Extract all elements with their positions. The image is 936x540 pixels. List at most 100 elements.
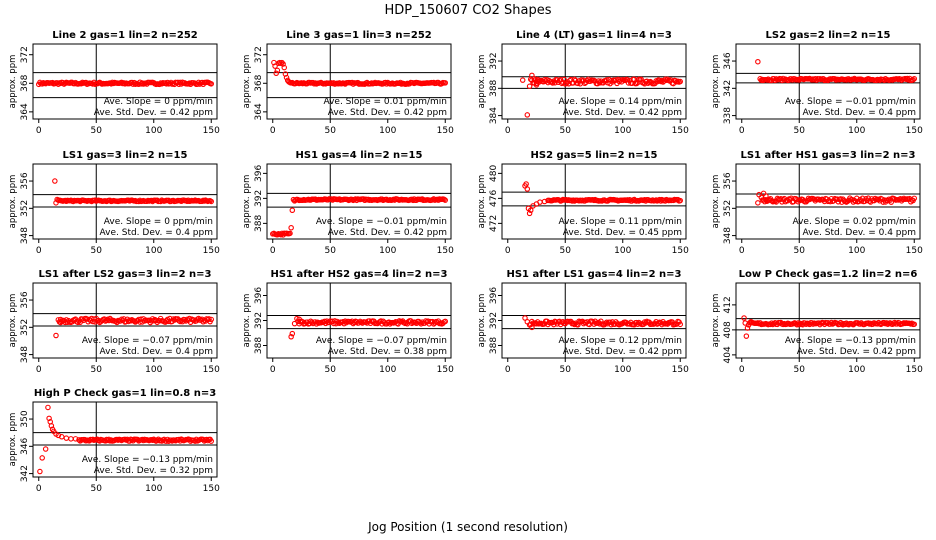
y-tick-label: 388 [489, 337, 499, 354]
data-point [163, 81, 170, 87]
x-tick-label: 100 [145, 246, 162, 256]
x-tick-label: 150 [672, 126, 689, 136]
slope-annotation: Ave. Slope = −0.01 ppm/min [316, 217, 447, 227]
data-point [755, 58, 761, 65]
plot-frame [735, 163, 921, 240]
data-point [755, 200, 761, 206]
panel-7: HS2 gas=5 lin=2 n=15 0 50 100 150 472 476 480ap… [477, 150, 689, 256]
data-point [677, 321, 683, 328]
panel-5: LS1 gas=3 lin=2 n=15 0 50 100 150 348 352 356ap… [8, 150, 220, 256]
data-point [910, 77, 916, 83]
std-dev-annotation: Ave. Std. Dev. = 0.4 ppm [803, 228, 916, 238]
data-point [45, 404, 51, 411]
y-tick-label: 348 [723, 227, 733, 244]
panel-8: LS1 after HS1 gas=3 lin=2 n=3 0 50 100 150 34… [711, 150, 923, 256]
data-point [72, 436, 79, 442]
data-point [273, 70, 279, 77]
y-tick-label: 364 [254, 103, 264, 120]
y-axis-label: approx. ppm [242, 175, 252, 229]
panel-title: HS1 after LS1 gas=4 lin=2 n=3 [506, 269, 681, 280]
y-tick-label: 408 [723, 321, 733, 338]
y-tick-label: 368 [20, 74, 30, 91]
data-points [522, 315, 683, 331]
data-point [526, 83, 533, 90]
data-point [206, 316, 212, 322]
x-tick-label: 150 [906, 126, 923, 136]
x-tick-label: 0 [36, 484, 42, 494]
y-tick-label: 396 [489, 287, 499, 304]
data-point [296, 316, 302, 322]
data-point [858, 198, 865, 204]
data-point [442, 197, 448, 203]
slope-annotation: Ave. Slope = −0.01 ppm/min [785, 97, 916, 107]
slope-annotation: Ave. Slope = 0.02 ppm/min [792, 217, 916, 227]
x-tick-label: 100 [614, 365, 631, 375]
x-tick-label: 50 [794, 126, 806, 136]
data-point [523, 181, 529, 187]
data-points [741, 315, 917, 339]
y-axis-label: approx. ppm [8, 55, 18, 109]
x-tick-label: 150 [906, 365, 923, 375]
data-points [522, 181, 683, 217]
data-point [288, 333, 294, 340]
y-tick-label: 388 [254, 215, 264, 232]
data-point [852, 198, 859, 205]
data-points [519, 72, 683, 118]
x-tick-label: 50 [325, 126, 337, 136]
data-point [765, 197, 771, 203]
std-dev-annotation: Ave. Std. Dev. = 0.42 ppm [94, 108, 213, 118]
data-point [437, 320, 444, 326]
panel-4: LS2 gas=2 lin=2 n=15 0 50 100 150 338 342 346ap… [711, 30, 923, 136]
panel-11: HS1 after LS1 gas=4 lin=2 n=3 0 50 100 150 38… [477, 269, 689, 375]
data-point [677, 78, 683, 85]
data-point [758, 194, 765, 201]
x-tick-label: 150 [437, 246, 454, 256]
x-tick-label: 0 [739, 365, 745, 375]
y-axis-label: approx. ppm [711, 175, 721, 229]
panel-title: Line 2 gas=1 lin=2 n=252 [52, 30, 198, 41]
data-point [55, 197, 62, 203]
data-point [834, 196, 840, 202]
slope-annotation: Ave. Slope = 0.01 ppm/min [323, 97, 447, 107]
panel-6: HS1 gas=4 lin=2 n=15 0 50 100 150 388 392 396ap… [242, 150, 454, 256]
plot-frame [501, 43, 687, 120]
plot-frame [735, 282, 921, 359]
data-point [42, 446, 49, 452]
data-point [624, 77, 631, 83]
std-dev-annotation: Ave. Std. Dev. = 0.4 ppm [100, 228, 213, 238]
x-tick-label: 100 [848, 126, 865, 136]
x-tick-label: 150 [437, 126, 454, 136]
data-point [442, 318, 448, 325]
figure-x-axis-label: Jog Position (1 second resolution) [367, 520, 568, 534]
x-tick-label: 150 [906, 246, 923, 256]
data-point [662, 76, 669, 83]
plot-frame [266, 43, 452, 120]
data-point [58, 434, 65, 440]
x-tick-label: 100 [614, 126, 631, 136]
data-point [75, 319, 81, 326]
data-point [748, 318, 754, 325]
data-points [35, 79, 215, 88]
x-tick-label: 0 [739, 126, 745, 136]
data-points [755, 58, 917, 84]
data-point [63, 435, 70, 441]
y-tick-label: 356 [20, 172, 30, 189]
x-tick-label: 0 [36, 246, 42, 256]
data-point [291, 320, 298, 327]
data-point [208, 198, 215, 205]
x-tick-label: 100 [145, 126, 162, 136]
data-point [203, 436, 210, 443]
x-tick-label: 100 [848, 365, 865, 375]
x-tick-label: 50 [91, 126, 103, 136]
slope-annotation: Ave. Slope = 0.14 ppm/min [558, 97, 682, 107]
y-tick-label: 348 [20, 346, 30, 363]
slope-annotation: Ave. Slope = 0 ppm/min [104, 97, 213, 107]
y-axis-label: approx. ppm [477, 175, 487, 229]
data-point [536, 79, 542, 85]
data-point [442, 80, 448, 86]
slope-annotation: Ave. Slope = −0.07 ppm/min [316, 336, 447, 346]
data-points [755, 190, 917, 206]
panel-title: HS1 gas=4 lin=2 n=15 [296, 150, 423, 161]
x-tick-label: 100 [848, 246, 865, 256]
x-tick-label: 50 [325, 246, 337, 256]
